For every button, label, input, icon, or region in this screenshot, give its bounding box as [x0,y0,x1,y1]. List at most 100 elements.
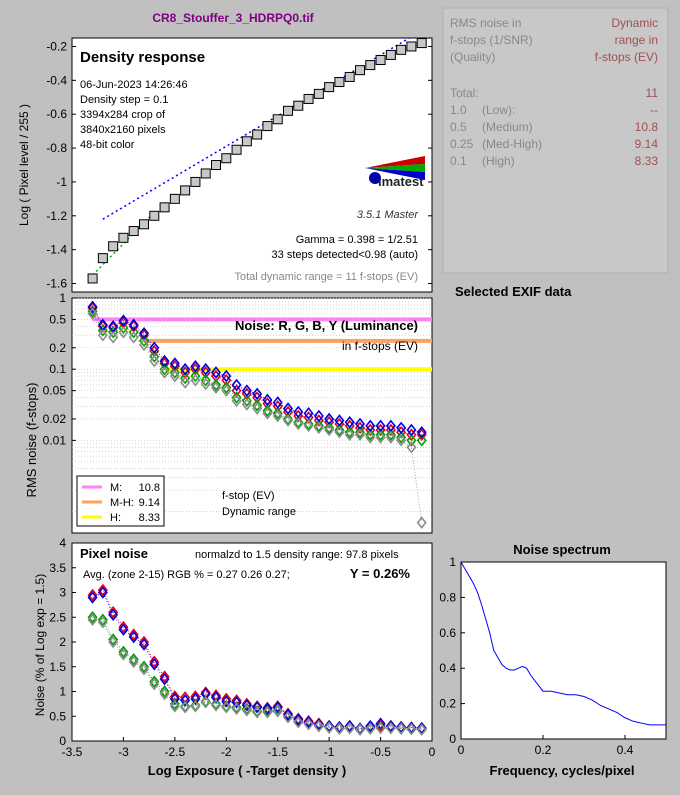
rms-legend: M: 10.8 M-H: 9.14 H: 8.33 [76,475,165,527]
pixel-point-B [221,695,232,708]
spectrum-ytick-label: 0.2 [439,697,456,711]
pixel-point-B [87,591,98,604]
pixel-point-R [241,697,252,711]
rms-point-Y [354,428,366,442]
pixel-point-G [169,697,180,711]
rms-point-B [231,378,242,392]
pixel-point-Y [375,721,386,735]
rms-point-B [221,369,232,383]
rms-point-Y [180,376,191,389]
rms-point-Y [210,381,222,394]
pixel-point-G [87,610,98,624]
density-info-line: 48-bit color [80,139,135,151]
pixel-point-Y [138,662,150,676]
rms-point-Y [406,440,417,454]
rms-point-G [365,428,376,442]
side-row-label: Total: [450,86,479,100]
density-y-ticks: -0.2 -0.4 -0.6 -0.8 -1 -1.2 -1.4 -1.6 [46,39,432,291]
spectrum-ytick-label: 1 [449,555,456,569]
density-point [128,226,139,237]
pixel-y-value: Y = 0.26% [350,566,411,581]
side-row-quality: (Medium) [482,120,533,134]
pixel-point-Y [159,687,170,701]
pixel-point-B [303,715,314,729]
rms-point-Y [262,407,273,420]
rms-point-B [138,326,150,340]
density-point [118,232,129,243]
density-point [97,253,108,264]
pixel-point-G [97,613,108,627]
density-point [180,185,191,196]
pixel-point-B [241,699,252,712]
pixel-point-B [210,691,222,704]
spectrum-plot-area [460,561,667,740]
rms-point-B [282,402,294,415]
rms-point-G [159,362,170,376]
rms-point-B [334,414,345,427]
density-ytick-label: -0.8 [46,141,67,155]
density-ytick-label: -0.2 [46,39,67,53]
spectrum-ytick-label: 0.8 [439,590,456,604]
rms-point-Y [303,419,314,433]
rms-ytick-label: 0.05 [43,384,67,398]
rms-point-B [272,396,283,409]
density-point [221,153,232,164]
rms-point-Y [231,394,242,408]
rms-point-B [128,318,139,332]
density-point [149,210,160,221]
rms-point-G [118,321,129,335]
rms-point-Y [365,431,376,444]
pixel-point-R [231,694,242,707]
rms-point-G [354,425,366,439]
pixel-ytick-label: 0.5 [49,709,66,723]
density-point [283,105,293,116]
rms-point-Y [108,331,119,344]
rms-point-G [375,428,386,442]
density-point [241,136,252,147]
rms-point-B [303,407,314,420]
total-dr-text: Total dynamic range = 11 f-stops (EV) [234,271,418,283]
pixel-ytick-label: 3 [59,586,66,600]
side-row-quality: (Low): [482,103,515,117]
side-header-right-line: range in [615,33,658,47]
rms-point-G [385,428,396,442]
density-point [355,65,365,76]
density-points [87,38,427,284]
side-header-left-line: f-stops (1/SNR) [450,33,533,47]
pixel-point-Y [396,722,407,735]
pixel-point-Y [293,715,304,729]
pixel-point-B [118,623,129,636]
pixel-point-G [231,701,242,714]
pixel-point-B [169,692,180,706]
pixel-point-B [282,708,294,722]
spectrum-line [460,561,666,726]
pixel-point-Y [303,717,314,731]
density-panel: -0.2 -0.4 -0.6 -0.8 -1 -1.2 -1.4 -1.6 Log ( Pix… [17,37,433,293]
density-point [108,241,119,252]
density-ytick-label: -1.6 [46,277,67,291]
density-point [252,129,263,140]
rms-point-Y [149,354,160,368]
pixel-point-B [334,720,345,734]
rms-legend-label: M: [110,482,122,494]
side-row-value: -- [650,103,658,117]
density-point [262,121,273,132]
rms-note-dr: Dynamic range [222,506,296,518]
side-row-label: 1.0 [450,103,467,117]
pixel-point-Y [210,699,222,712]
rms-point-B [87,300,98,314]
pixel-point-B [324,719,335,733]
pixel-point-Y [313,719,324,733]
pixel-xtick-label: -3 [118,745,129,759]
pixel-point-B [406,721,417,734]
spectrum-xtick-label: 0.4 [617,743,634,757]
pixel-point-B [385,719,396,733]
exif-title: Selected EXIF data [455,284,572,299]
rms-point-G [200,373,211,387]
pixel-point-Y [241,704,252,717]
rms-points [87,300,427,529]
rms-point-Y [159,366,170,379]
pixel-point-B [416,721,427,735]
pixel-title: Pixel noise [80,546,148,561]
